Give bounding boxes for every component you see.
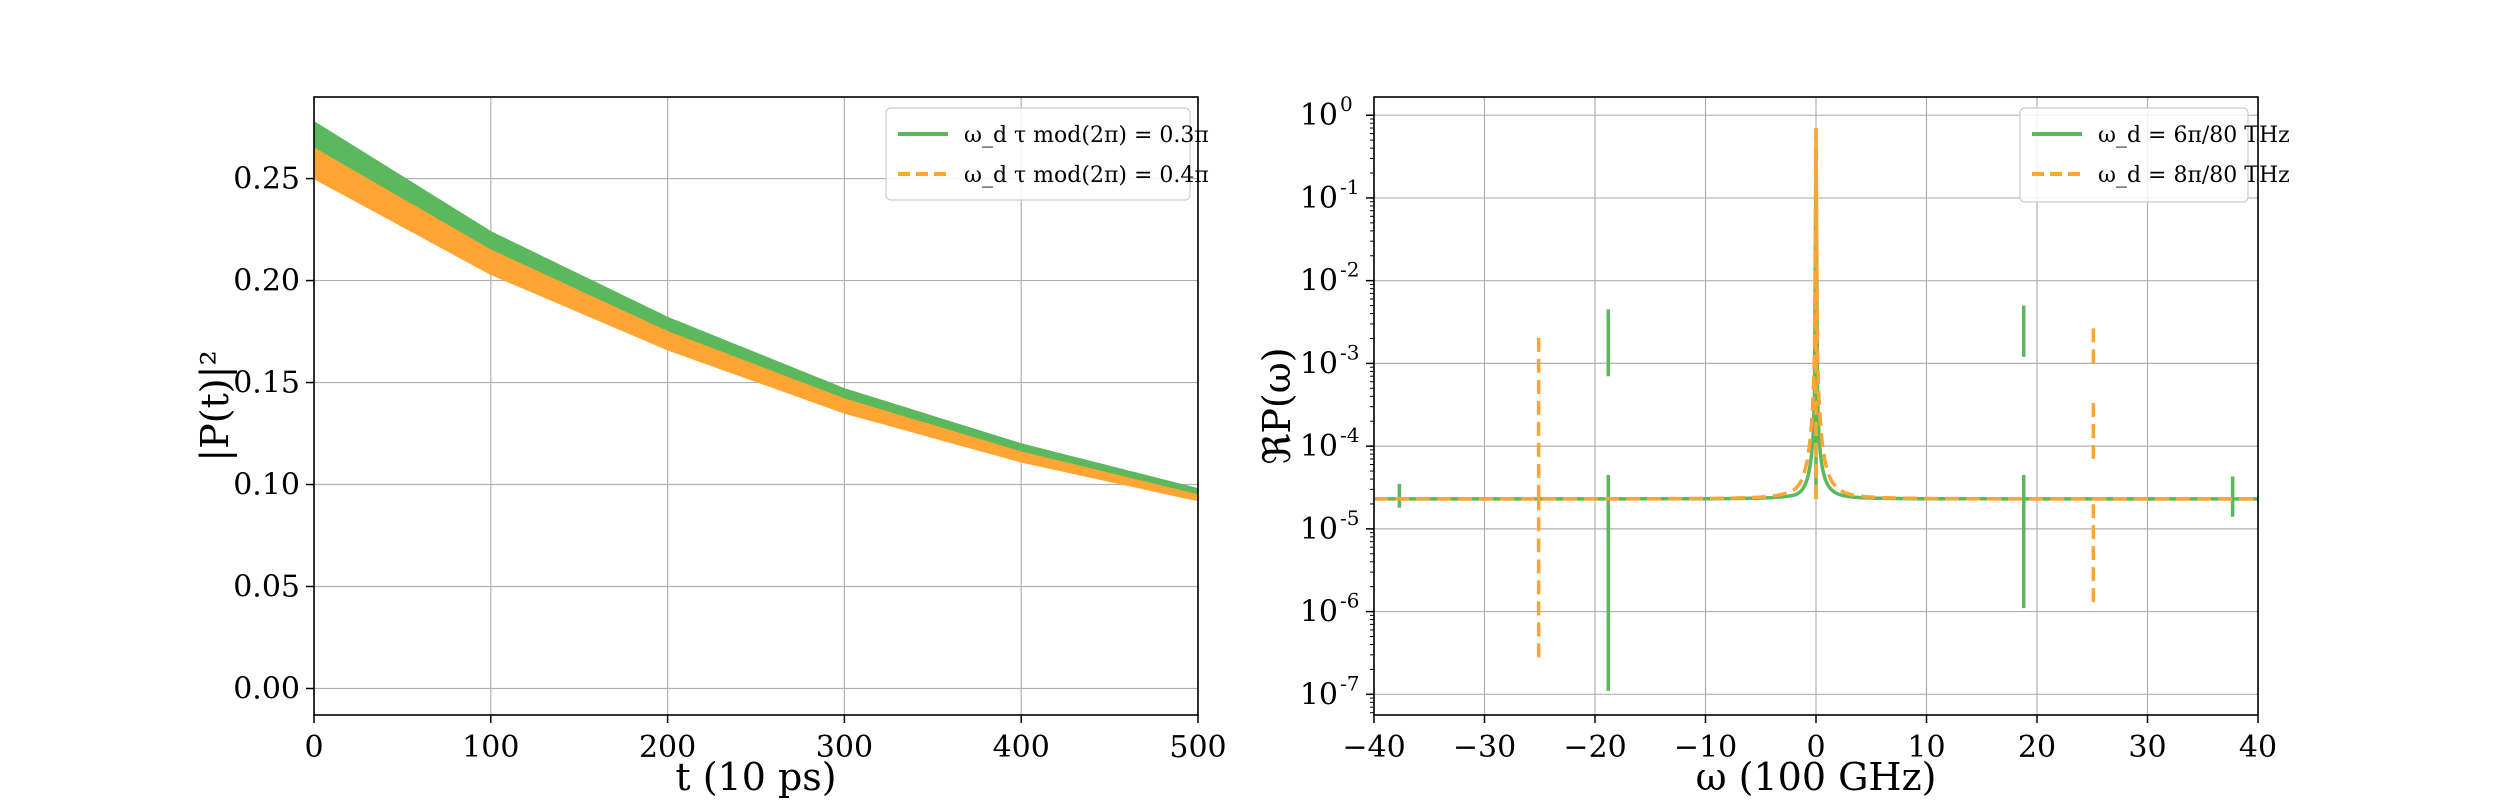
tick-label-x: 0 bbox=[304, 730, 323, 765]
tick-label-y-exponent: -2 bbox=[1340, 258, 1359, 282]
legend-box bbox=[2019, 107, 2249, 203]
tick-label-y-exponent: -7 bbox=[1340, 671, 1359, 695]
tick-label-x: 40 bbox=[2239, 730, 2277, 765]
tick-label-x: 20 bbox=[2018, 730, 2056, 765]
tick-label-y: 0.00 bbox=[233, 671, 300, 706]
ylabel-left: |P(t)|² bbox=[193, 350, 237, 461]
tick-label-y: 0.15 bbox=[233, 366, 300, 401]
tick-label-x: 300 bbox=[816, 730, 873, 765]
tick-label-x: 500 bbox=[1169, 730, 1226, 765]
tick-label-y: 10 bbox=[1300, 264, 1338, 299]
tick-label-y-exponent: -4 bbox=[1340, 423, 1359, 447]
ticks-left: 0 100 200 300 400 500 0.00 0.05 0.10 0.15 0.20 0.25 bbox=[233, 162, 1226, 765]
tick-label-x: 400 bbox=[993, 730, 1050, 765]
tick-label-y: 10 bbox=[1300, 429, 1338, 464]
tick-label-y: 10 bbox=[1300, 512, 1338, 547]
plot-area-right bbox=[1374, 127, 2258, 691]
tick-label-x: −10 bbox=[1674, 730, 1737, 765]
xlabel-right: ω (100 GHz) bbox=[1696, 755, 1937, 799]
series-line-2 bbox=[1374, 127, 2258, 501]
xlabel-left: t (10 ps) bbox=[675, 755, 836, 799]
tick-label-y: 10 bbox=[1300, 98, 1338, 133]
tick-label-x: −40 bbox=[1342, 730, 1405, 765]
tick-label-y: 0.25 bbox=[233, 162, 300, 197]
tick-label-x: −20 bbox=[1563, 730, 1626, 765]
axes-frame-left bbox=[313, 96, 1199, 716]
tick-label-y: 10 bbox=[1300, 181, 1338, 216]
ylabel-right: ℜP(ω) bbox=[1255, 347, 1299, 464]
tick-label-y: 10 bbox=[1300, 346, 1338, 381]
legend-label-2: ω_d τ mod(2π) = 0.4π bbox=[964, 163, 1209, 188]
series-band-2 bbox=[313, 147, 1199, 502]
tick-label-y-exponent: -5 bbox=[1340, 506, 1359, 530]
legend-box bbox=[885, 107, 1191, 201]
panel-left: 0 100 200 300 400 500 0.00 0.05 0.10 0.15 0.20 0.25… bbox=[193, 96, 1227, 799]
tick-label-y: 0.05 bbox=[233, 570, 300, 605]
tick-label-x: 200 bbox=[639, 730, 696, 765]
legend-right: ω_d = 6π/80 THz ω_d = 8π/80 THz bbox=[2019, 107, 2290, 203]
tick-label-x: −30 bbox=[1453, 730, 1516, 765]
tick-label-y: 0.20 bbox=[233, 264, 300, 299]
tick-label-y: 10 bbox=[1300, 595, 1338, 630]
legend-label-1: ω_d τ mod(2π) = 0.3π bbox=[964, 123, 1209, 148]
tick-label-y-exponent: 0 bbox=[1340, 92, 1353, 116]
tick-label-x: 10 bbox=[1907, 730, 1945, 765]
legend-label-1: ω_d = 6π/80 THz bbox=[2098, 123, 2290, 148]
tick-label-x: 30 bbox=[2128, 730, 2166, 765]
tick-label-x: 100 bbox=[462, 730, 519, 765]
tick-label-y: 10 bbox=[1300, 677, 1338, 712]
tick-label-y: 0.10 bbox=[233, 468, 300, 503]
tick-label-y-exponent: -6 bbox=[1340, 589, 1359, 613]
legend-label-2: ω_d = 8π/80 THz bbox=[2098, 163, 2290, 188]
tick-label-y-exponent: -1 bbox=[1340, 175, 1359, 199]
tick-label-y-exponent: -3 bbox=[1340, 340, 1359, 364]
plot-clip bbox=[1374, 127, 2258, 691]
tick-label-x: 0 bbox=[1806, 730, 1825, 765]
legend-left: ω_d τ mod(2π) = 0.3π ω_d τ mod(2π) = 0.4π bbox=[885, 107, 1209, 201]
